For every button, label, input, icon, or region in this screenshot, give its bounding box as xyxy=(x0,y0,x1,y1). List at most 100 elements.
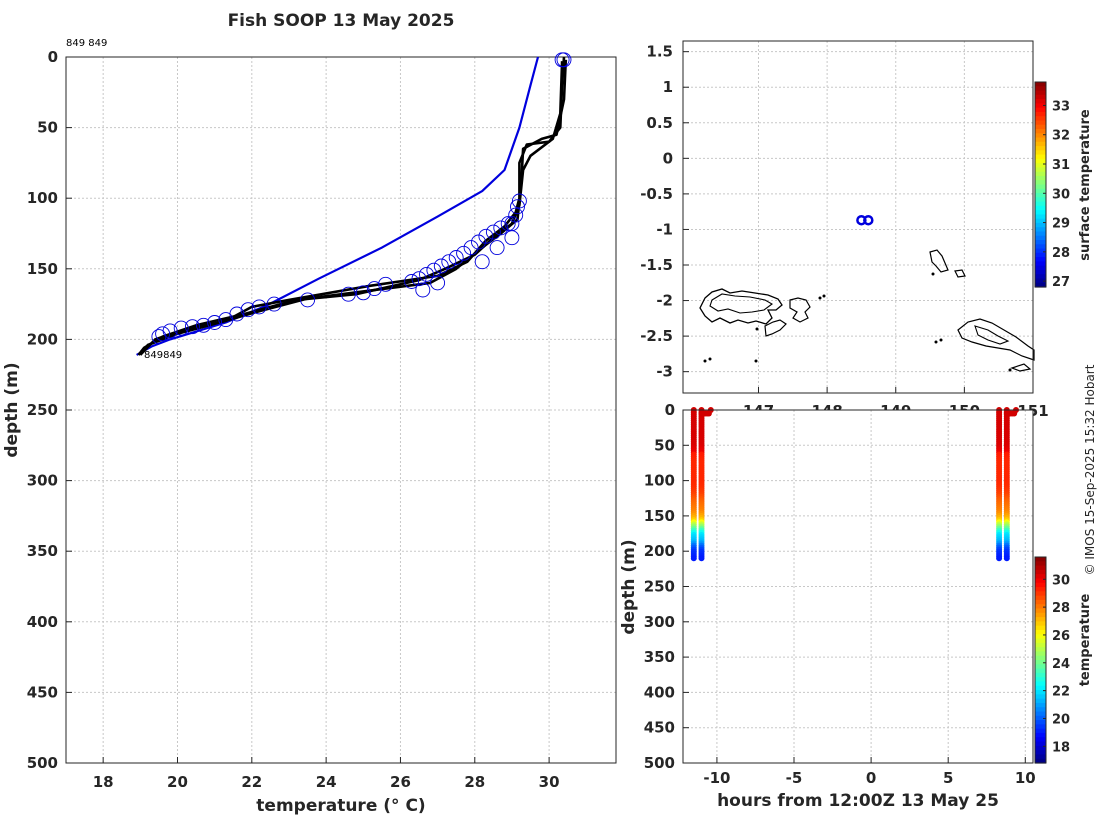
temperature-profile-panel: Fish SOOP 13 May 2025 18 20 22 24 26 28 300501… xyxy=(2,11,617,816)
colorbar-segment xyxy=(1035,677,1046,683)
colorbar-tick-label: 32 xyxy=(1052,129,1070,144)
time-y-axis-label: depth (m) xyxy=(619,539,639,634)
y-tick-label: 250 xyxy=(27,401,58,419)
colorbar-segment xyxy=(1035,617,1046,622)
colorbar-tick-label: 24 xyxy=(1052,657,1070,672)
colorbar-segment xyxy=(1035,737,1046,743)
colorbar-segment xyxy=(1035,612,1046,618)
colorbar-segment xyxy=(1035,565,1046,571)
colorbar-segment xyxy=(1035,248,1046,254)
colorbar-segment xyxy=(1035,608,1046,614)
time-depth-tick-label: 100 xyxy=(644,472,675,490)
time-depth-tick-label: 450 xyxy=(644,719,675,737)
time-depth-tick-label: 0 xyxy=(665,401,675,419)
colorbar-segment xyxy=(1035,582,1046,588)
colorbar-segment xyxy=(1035,642,1046,648)
colorbar-tick-label: 31 xyxy=(1052,158,1070,173)
profile-marker xyxy=(340,286,356,302)
colorbar-segment xyxy=(1035,163,1046,169)
map-axes-box xyxy=(682,40,1034,394)
colorbar-segment xyxy=(1035,557,1046,562)
y-tick-label: 100 xyxy=(27,189,58,207)
cast-position-marker xyxy=(863,214,874,226)
profile-marker xyxy=(493,220,509,236)
map-lat-label: -1.5 xyxy=(640,256,673,274)
y-axis-label: depth (m) xyxy=(2,362,22,457)
profile-marker xyxy=(478,228,494,244)
end-station-label: 849849 xyxy=(144,350,182,361)
colorbar-segment xyxy=(1035,265,1046,271)
profile-marker xyxy=(355,285,371,301)
colorbar-tick-label: 18 xyxy=(1052,740,1070,755)
time-x-axis-label: hours from 12:00Z 13 May 25 xyxy=(717,791,999,811)
map-lat-label: -1 xyxy=(656,220,673,238)
colorbar-segment xyxy=(1035,569,1046,575)
map-ticks: 1.510.50-0.5-1-1.5-2-2.5-314714814915015… xyxy=(640,43,1048,420)
profile-marker xyxy=(456,245,472,261)
colorbar-segment xyxy=(1035,133,1046,139)
colorbar-segment xyxy=(1035,274,1046,280)
profile-marker xyxy=(510,199,525,215)
colorbar-segment xyxy=(1035,252,1046,258)
colorbar-segment xyxy=(1035,171,1046,177)
profile-marker xyxy=(448,250,464,265)
profile-line-blue xyxy=(136,56,540,356)
profile-marker xyxy=(485,224,501,240)
time-depth-tick-label: 500 xyxy=(644,754,675,772)
y-tick-label: 450 xyxy=(27,683,58,701)
time-depth-tick-label: 50 xyxy=(654,436,675,454)
colorbar-segment xyxy=(1035,154,1046,160)
profile-marker xyxy=(508,207,524,223)
colorbar-segment xyxy=(1035,651,1046,657)
colorbar-segment xyxy=(1035,218,1046,224)
profile-marker xyxy=(218,312,234,328)
map-lat-label: -0.5 xyxy=(640,185,673,203)
cast-sample-down xyxy=(996,555,1003,562)
colorbar-segment xyxy=(1035,690,1046,695)
colorbar-segment xyxy=(1035,180,1046,186)
profile-marker xyxy=(415,282,431,298)
colorbar-tick-label: 27 xyxy=(1052,275,1070,290)
colorbar-segment xyxy=(1035,591,1046,597)
profile-line-black xyxy=(137,61,564,356)
profile-marker xyxy=(173,320,189,336)
colorbar-segment xyxy=(1035,660,1046,665)
time-tick-label: -10 xyxy=(703,769,730,787)
temperature-colorbar: 30 28 26 24 22 20 18 xyxy=(1034,556,1070,764)
colorbar-tick-label: 29 xyxy=(1052,217,1070,232)
profile-marker xyxy=(151,329,167,345)
time-depth-tick-label: 150 xyxy=(644,507,675,525)
colorbar-segment xyxy=(1035,754,1046,760)
colorbar-segment xyxy=(1035,99,1046,104)
x-tick-label: 22 xyxy=(241,773,262,791)
colorbar-segment xyxy=(1035,758,1046,764)
colorbar-segment xyxy=(1035,146,1046,151)
time-depth-background xyxy=(683,410,1033,763)
colorbar-segment xyxy=(1035,702,1046,708)
colorbar-segment xyxy=(1035,655,1046,661)
profile-line-black xyxy=(139,56,566,356)
profile-line-black xyxy=(139,59,568,356)
profile-marker xyxy=(411,271,427,287)
time-depth-tick-label: 200 xyxy=(644,542,675,560)
colorbar-segment xyxy=(1035,707,1046,713)
colorbar-segment xyxy=(1035,86,1046,92)
colorbar-segment xyxy=(1035,210,1046,215)
colorbar-segment xyxy=(1035,694,1046,700)
colorbar-segment xyxy=(1035,261,1046,267)
colorbar-segment xyxy=(1035,167,1046,173)
colorbar-segment xyxy=(1035,745,1046,751)
temperature-colorbar-label: temperature xyxy=(1078,594,1093,687)
colorbar-segment xyxy=(1035,150,1046,156)
colorbar-segment xyxy=(1035,137,1046,143)
colorbar-segment xyxy=(1035,120,1046,126)
colorbar-segment xyxy=(1035,205,1046,211)
colorbar-segment xyxy=(1035,625,1046,631)
colorbar-segment xyxy=(1035,629,1046,635)
cast-sample-up xyxy=(698,555,705,562)
colorbar-tick-label: 30 xyxy=(1052,187,1070,202)
y-tick-label: 50 xyxy=(37,119,58,137)
map-lat-label: -2 xyxy=(656,292,673,310)
profile-marker xyxy=(404,274,420,289)
